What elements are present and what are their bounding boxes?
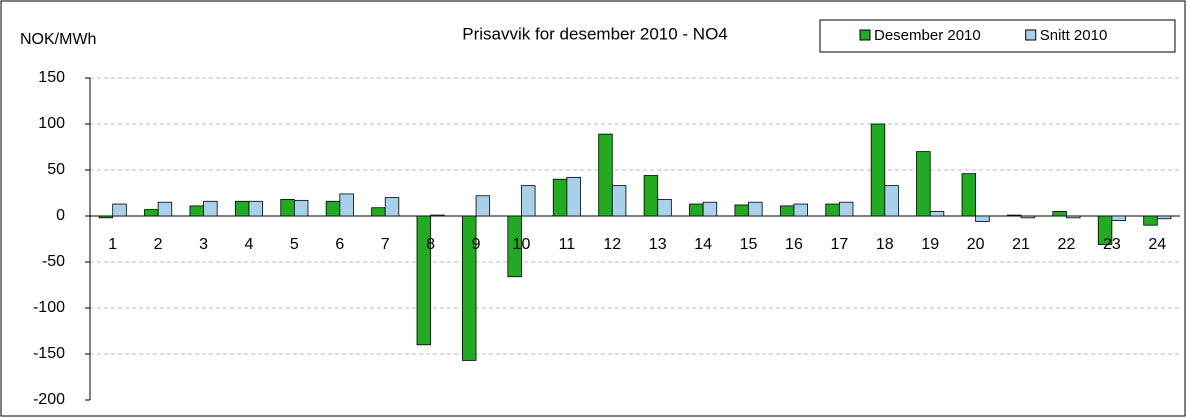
x-tick-label: 24 — [1148, 236, 1166, 253]
bar — [870, 123, 886, 217]
bar — [1156, 215, 1172, 220]
bar — [371, 207, 386, 217]
bar — [384, 197, 400, 217]
x-tick-label: 8 — [426, 236, 435, 253]
y-tick-label: -200 — [33, 391, 65, 408]
legend-label: Snitt 2010 — [1040, 27, 1108, 44]
x-tick-label: 6 — [335, 236, 344, 253]
bar — [98, 215, 114, 219]
bar — [961, 173, 977, 217]
bar — [748, 201, 763, 217]
bar — [734, 204, 749, 217]
legend-swatch — [1025, 29, 1037, 41]
x-tick-label: 1 — [108, 236, 117, 253]
bar — [112, 203, 127, 217]
x-tick-label: 4 — [245, 236, 254, 253]
bar — [1020, 215, 1036, 219]
y-tick-label: -100 — [33, 299, 65, 316]
bar — [825, 203, 840, 217]
bar — [293, 199, 309, 217]
x-tick-label: 18 — [876, 236, 894, 253]
bar — [203, 200, 218, 217]
bar — [507, 215, 522, 278]
bar — [430, 214, 445, 217]
bar — [793, 203, 808, 217]
x-tick-label: 17 — [830, 236, 848, 253]
y-axis-label: NOK/MWh — [20, 31, 96, 48]
bar — [779, 205, 795, 217]
chart-title: Prisavvik for desember 2010 - NO4 — [462, 24, 728, 43]
bar — [916, 151, 931, 217]
bar — [189, 205, 204, 217]
bar — [475, 195, 491, 217]
bar — [521, 185, 536, 217]
bar — [702, 201, 718, 217]
bar — [1052, 210, 1067, 217]
x-tick-label: 16 — [785, 236, 803, 253]
bar — [1007, 214, 1022, 217]
bar — [280, 199, 295, 217]
bar — [657, 199, 672, 217]
x-tick-label: 21 — [1012, 236, 1030, 253]
bar — [598, 133, 613, 217]
x-tick-label: 14 — [694, 236, 712, 253]
x-tick-label: 13 — [649, 236, 667, 253]
bar — [884, 185, 899, 217]
bar — [643, 175, 659, 217]
bar — [1111, 215, 1126, 221]
x-tick-label: 15 — [740, 236, 758, 253]
x-tick-label: 19 — [921, 236, 939, 253]
y-tick-label: -50 — [42, 253, 65, 270]
bar — [1066, 215, 1081, 219]
bar — [339, 193, 354, 217]
bar — [689, 203, 704, 217]
x-tick-label: 20 — [967, 236, 985, 253]
bar — [157, 201, 173, 217]
y-tick-label: 150 — [38, 69, 65, 86]
y-tick-label: -150 — [33, 345, 65, 362]
x-tick-label: 7 — [381, 236, 390, 253]
bar — [552, 178, 568, 217]
x-tick-label: 5 — [290, 236, 299, 253]
bar — [144, 209, 159, 217]
x-tick-label: 11 — [559, 236, 576, 253]
legend-box — [819, 19, 1176, 53]
bar — [929, 210, 945, 217]
x-tick-label: 23 — [1103, 236, 1121, 253]
x-tick-label: 2 — [154, 236, 163, 253]
bar — [566, 176, 581, 217]
x-tick-label: 22 — [1058, 236, 1076, 253]
bar — [1143, 215, 1158, 226]
bar — [234, 200, 250, 217]
bar — [462, 215, 477, 361]
y-tick-label: 100 — [38, 115, 65, 132]
bar — [1097, 215, 1113, 245]
bar — [416, 215, 432, 346]
x-tick-label: 12 — [603, 236, 621, 253]
bar — [325, 200, 341, 217]
bar — [248, 200, 263, 217]
x-tick-label: 3 — [199, 236, 208, 253]
bar — [611, 185, 627, 217]
legend-label: Desember 2010 — [874, 27, 981, 44]
x-tick-label: 10 — [513, 236, 531, 253]
x-tick-label: 9 — [472, 236, 481, 253]
y-tick-label: 50 — [47, 161, 65, 178]
legend-swatch — [859, 29, 871, 41]
bar — [975, 215, 990, 222]
y-tick-label: 0 — [56, 207, 65, 224]
bar — [838, 201, 854, 217]
